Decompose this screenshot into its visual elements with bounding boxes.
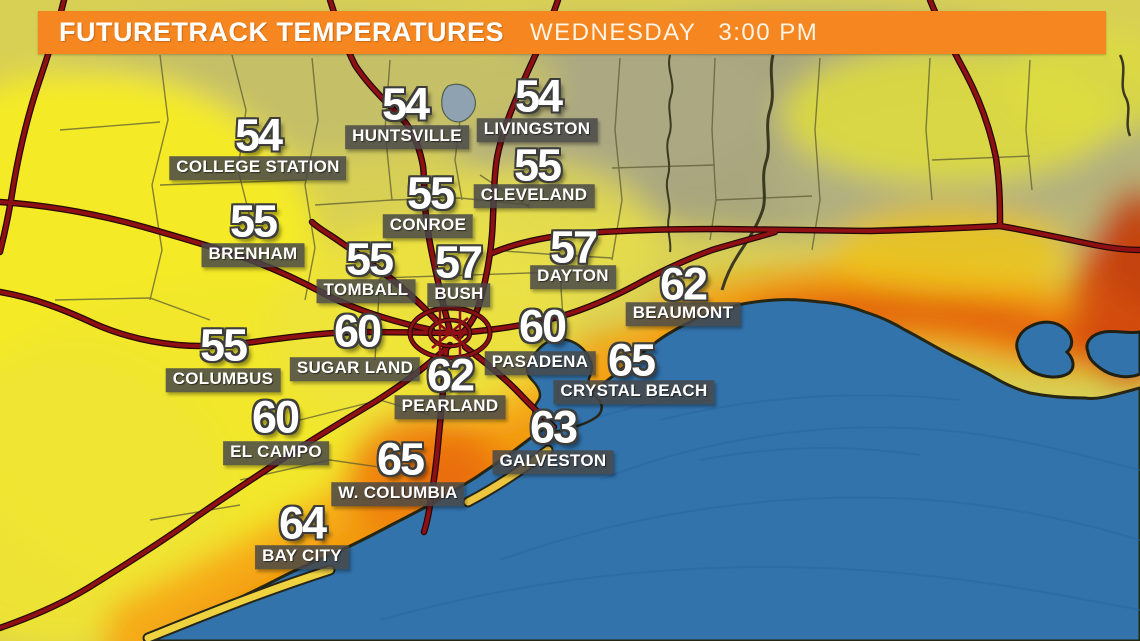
lake-livingston bbox=[441, 83, 477, 123]
rivers bbox=[665, 54, 1132, 291]
sabine-lakes bbox=[1015, 320, 1140, 379]
header-title: FUTURETRACK TEMPERATURES bbox=[59, 17, 504, 47]
water-texture bbox=[379, 394, 1140, 621]
houston-loop-roads bbox=[407, 305, 493, 361]
header-time: 3:00 PM bbox=[718, 18, 819, 46]
header-day: WEDNESDAY bbox=[530, 18, 697, 46]
header-bar: FUTURETRACK TEMPERATURES WEDNESDAY 3:00 … bbox=[38, 11, 1106, 54]
